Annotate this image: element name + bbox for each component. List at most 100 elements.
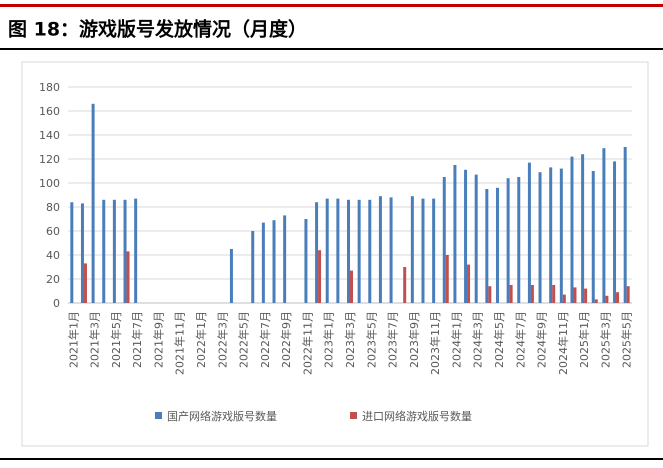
bar: [591, 171, 595, 303]
bar: [251, 231, 255, 303]
x-tick-label: 2022年7月: [258, 311, 272, 368]
x-tick-label: 2022年9月: [279, 311, 293, 368]
page-title: 图 18：游戏版号发放情况（月度）: [8, 18, 307, 41]
x-tick-label: 2022年5月: [237, 311, 251, 368]
y-tick-label: 120: [39, 153, 60, 166]
y-tick-label: 60: [46, 225, 60, 238]
bar: [464, 169, 468, 303]
x-tick-label: 2022年11月: [300, 311, 314, 375]
bar: [91, 103, 95, 303]
y-tick-label: 180: [39, 81, 60, 94]
bar: [134, 198, 138, 303]
x-tick-label: 2023年7月: [386, 311, 400, 368]
bar: [616, 292, 620, 303]
x-tick-label: 2022年1月: [194, 311, 208, 368]
bar: [325, 198, 329, 303]
bar: [123, 199, 127, 303]
bar: [485, 189, 489, 303]
bar: [573, 287, 577, 303]
bar: [261, 222, 265, 303]
bar: [562, 294, 566, 303]
bar: [626, 286, 630, 303]
x-tick-label: 2021年9月: [151, 311, 165, 368]
bar: [112, 199, 116, 303]
x-tick-label: 2024年3月: [471, 311, 485, 368]
bar: [304, 219, 308, 303]
bar: [581, 154, 585, 303]
bar: [350, 270, 353, 303]
x-tick-label: 2025年1月: [577, 311, 591, 368]
x-tick-label: 2023年5月: [364, 311, 378, 368]
x-tick-label: 2021年3月: [88, 311, 102, 368]
y-tick-label: 20: [46, 273, 60, 286]
bar: [410, 196, 414, 303]
bar: [283, 215, 287, 303]
bottom-rule: [0, 458, 663, 460]
bar: [467, 264, 471, 303]
bar: [559, 168, 563, 303]
x-tick-label: 2024年11月: [556, 311, 570, 375]
y-tick-label: 40: [46, 249, 60, 262]
bar: [527, 162, 531, 303]
x-tick-label: 2024年9月: [535, 311, 549, 368]
bar: [570, 156, 574, 303]
bar: [594, 299, 598, 303]
x-tick-label: 2021年7月: [130, 311, 144, 368]
bar: [403, 267, 407, 303]
bar: [509, 285, 513, 303]
bar: [272, 220, 276, 303]
bar: [336, 198, 340, 303]
top-bar: [0, 4, 663, 7]
legend-swatch: [155, 412, 162, 419]
bar: [549, 167, 553, 303]
bar: [389, 197, 393, 303]
x-tick-label: 2023年11月: [428, 311, 442, 375]
x-tick-label: 2023年3月: [343, 311, 357, 368]
bar: [584, 288, 588, 303]
bar: [530, 285, 534, 303]
bar: [318, 250, 322, 303]
bar: [347, 199, 350, 303]
bar: [70, 202, 74, 303]
title-rule: [0, 48, 663, 50]
bar: [602, 148, 606, 303]
bar: [453, 165, 457, 303]
x-tick-label: 2021年5月: [109, 311, 123, 368]
x-tick-label: 2024年7月: [513, 311, 527, 368]
bar: [378, 196, 382, 303]
x-tick-label: 2021年1月: [66, 311, 80, 368]
bar: [538, 172, 542, 303]
x-tick-label: 2021年11月: [173, 311, 187, 375]
x-tick-label: 2024年5月: [492, 311, 506, 368]
y-tick-label: 0: [53, 297, 60, 310]
y-tick-label: 140: [39, 129, 60, 142]
bar: [623, 147, 627, 303]
bar: [421, 198, 425, 303]
legend-label: 国产网络游戏版号数量: [167, 409, 277, 423]
bar: [474, 174, 478, 303]
y-tick-label: 80: [46, 201, 60, 214]
bar: [102, 199, 106, 303]
bar: [445, 255, 449, 303]
bar: [368, 199, 372, 303]
y-tick-label: 100: [39, 177, 60, 190]
bar: [442, 177, 446, 303]
bar: [506, 178, 510, 303]
legend-label: 进口网络游戏版号数量: [362, 409, 472, 423]
x-tick-label: 2023年9月: [407, 311, 421, 368]
bar: [432, 198, 436, 303]
bar: [613, 161, 617, 303]
bar: [126, 251, 130, 303]
bar: [605, 295, 609, 303]
x-tick-label: 2023年1月: [322, 311, 336, 368]
bar: [552, 285, 556, 303]
chart-frame: [21, 61, 649, 447]
bar: [517, 177, 521, 303]
x-tick-label: 2024年1月: [449, 311, 463, 368]
bar: [83, 263, 87, 303]
bar: [357, 199, 361, 303]
bar: [315, 202, 319, 303]
x-tick-label: 2025年3月: [598, 311, 612, 368]
bar: [229, 249, 233, 303]
